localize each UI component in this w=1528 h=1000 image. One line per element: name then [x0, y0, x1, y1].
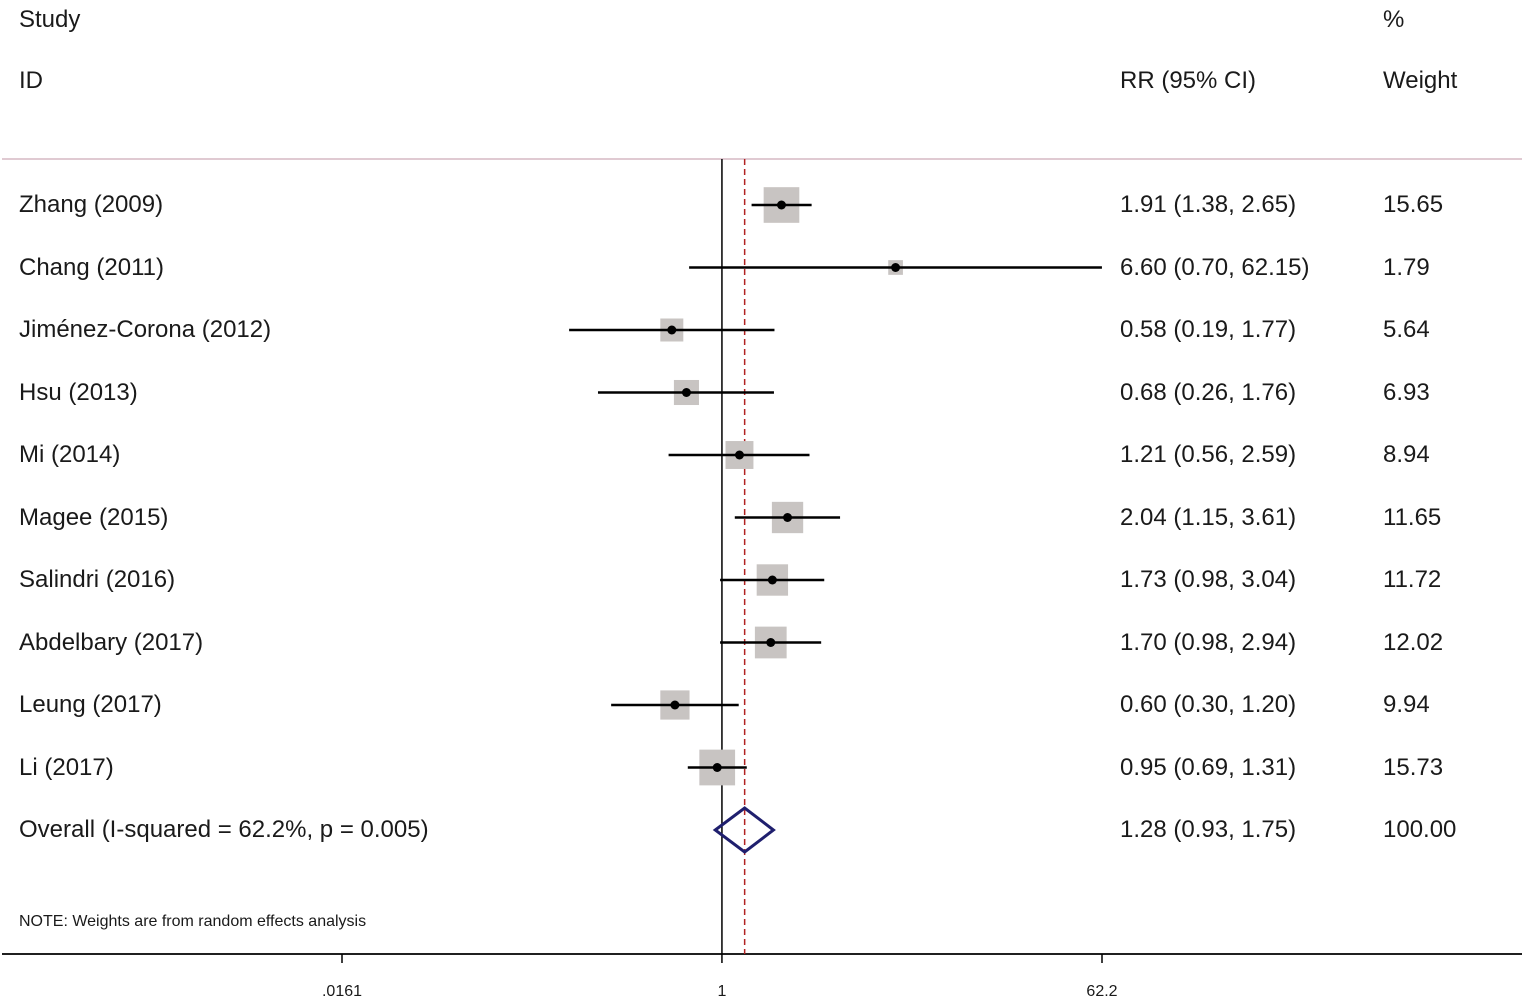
- x-tick-label: 1: [717, 983, 727, 1000]
- rr-ci-value: 0.95 (0.69, 1.31): [1120, 753, 1297, 781]
- study-id-label: Leung (2017): [19, 691, 162, 718]
- weight-value: 1.79: [1383, 253, 1430, 281]
- weight-value: 12.02: [1383, 628, 1444, 656]
- weight-value: 6.93: [1383, 378, 1430, 406]
- rr-ci-value: 6.60 (0.70, 62.15): [1120, 253, 1310, 281]
- point-estimate: [776, 200, 786, 210]
- overall-weight-value: 100.00: [1383, 816, 1457, 843]
- study-id-label: Mi (2014): [19, 441, 121, 468]
- point-estimate: [670, 700, 680, 710]
- point-estimate: [891, 263, 901, 272]
- percent-header-label: %: [1383, 6, 1405, 33]
- rr-ci-value: 1.91 (1.38, 2.65): [1120, 191, 1297, 218]
- study-id-label: Zhang (2009): [19, 191, 164, 218]
- rr-ci-value: 0.68 (0.26, 1.76): [1120, 378, 1297, 406]
- weight-value: 5.64: [1383, 316, 1430, 343]
- overall-label: Overall (I-squared = 62.2%, p = 0.005): [19, 816, 429, 843]
- point-estimate: [681, 388, 691, 397]
- weights-note: NOTE: Weights are from random effects an…: [19, 913, 367, 930]
- rr-ci-header-label: RR (95% CI): [1120, 67, 1257, 94]
- study-id-label: Abdelbary (2017): [19, 628, 204, 656]
- rr-ci-value: 1.73 (0.98, 3.04): [1120, 566, 1297, 593]
- weight-header-label: Weight: [1383, 67, 1458, 94]
- id-header-label: ID: [19, 67, 43, 94]
- rr-ci-value: 2.04 (1.15, 3.61): [1120, 503, 1297, 531]
- point-estimate: [767, 575, 777, 585]
- rr-ci-value: 1.70 (0.98, 2.94): [1120, 628, 1297, 656]
- rr-ci-value: 1.21 (0.56, 2.59): [1120, 441, 1297, 468]
- study-id-label: Salindri (2016): [19, 566, 176, 593]
- point-estimate: [667, 325, 677, 335]
- rr-ci-value: 0.58 (0.19, 1.77): [1120, 316, 1297, 343]
- overall-diamond: [712, 806, 776, 854]
- study-id-label: Jiménez-Corona (2012): [19, 316, 272, 343]
- x-tick-label: .0161: [321, 983, 363, 1000]
- rr-ci-value: 0.60 (0.30, 1.20): [1120, 691, 1297, 718]
- point-estimate: [766, 638, 776, 647]
- point-estimate: [734, 450, 744, 460]
- study-id-label: Chang (2011): [19, 253, 164, 281]
- x-tick-label: 62.2: [1086, 983, 1118, 1000]
- study-header-label: Study: [19, 6, 81, 33]
- weight-value: 11.72: [1383, 566, 1442, 593]
- weight-value: 8.94: [1383, 441, 1430, 468]
- overall-rr-ci-value: 1.28 (0.93, 1.75): [1120, 816, 1297, 843]
- study-id-label: Li (2017): [19, 753, 114, 781]
- study-id-label: Hsu (2013): [19, 378, 138, 406]
- weight-value: 11.65: [1383, 503, 1442, 531]
- weight-value: 15.73: [1383, 753, 1444, 781]
- point-estimate: [712, 763, 722, 772]
- weight-value: 9.94: [1383, 691, 1430, 718]
- point-estimate: [783, 513, 793, 522]
- weight-value: 15.65: [1383, 191, 1444, 218]
- study-id-label: Magee (2015): [19, 503, 169, 531]
